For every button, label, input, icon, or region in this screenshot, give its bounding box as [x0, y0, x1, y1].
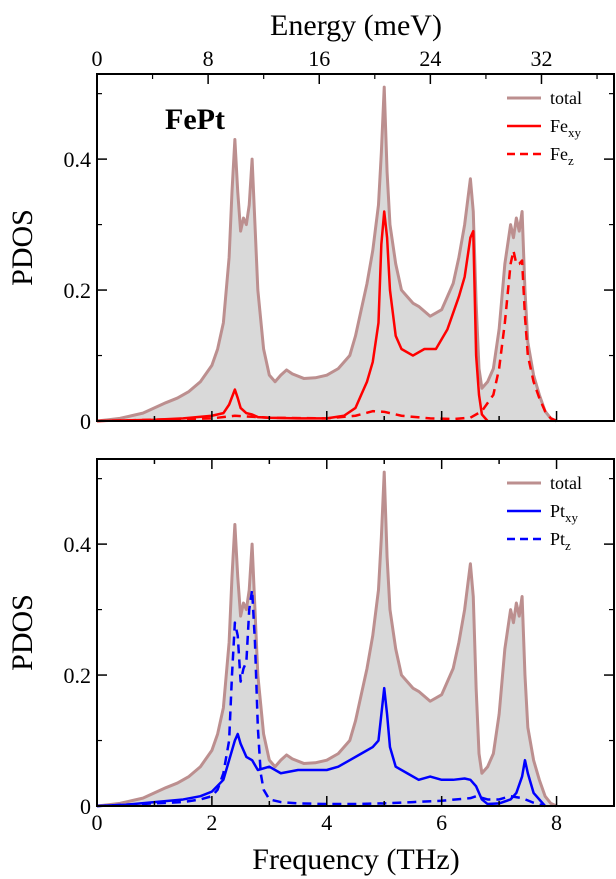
legend-label-fe-xy: Fexy: [550, 116, 582, 140]
legend-subscript: xy: [565, 510, 579, 525]
total-dos-fill: [97, 472, 557, 806]
x-tick-label: 8: [551, 810, 562, 835]
x-axis-title: Frequency (THz): [252, 843, 459, 876]
series-line-total: [96, 470, 558, 808]
series-line-pt-xy: [96, 686, 547, 808]
series-line-fe-xy: [96, 210, 489, 423]
legend-label-pt-z: Ptz: [550, 529, 571, 553]
panel-label-fept: FePt: [165, 103, 225, 136]
pt-panel-legend: total Ptxy Ptz: [507, 473, 582, 553]
legend-subscript: z: [568, 153, 574, 168]
legend-label-pt-xy: Ptxy: [550, 501, 579, 525]
y-tick-label: 0: [80, 409, 91, 434]
y-tick-label: 0: [80, 794, 91, 819]
series-line-pt-z: [96, 588, 546, 808]
legend-subscript: z: [565, 538, 571, 553]
x-tick-label: 2: [206, 810, 217, 835]
series-line-fe-z: [96, 249, 558, 423]
legend-label-fe-z: Fez: [550, 144, 574, 168]
fe-panel-frame: [96, 73, 615, 422]
x-tick-label: 4: [321, 810, 332, 835]
top-tick-label: 16: [308, 46, 330, 71]
fe-panel: 0 0.2 0.4 0 8 16 24 32 FePt PDOS total Fexy Fez: [6, 46, 615, 434]
y-tick-label: 0.4: [64, 532, 92, 557]
fe-panel-y-axis-title: PDOS: [6, 209, 39, 286]
total-fill-area: [97, 472, 557, 806]
x-tick-label: 6: [436, 810, 447, 835]
top-axis-title: Energy (meV): [270, 9, 442, 42]
x-tick-label: 0: [92, 810, 103, 835]
y-tick-label: 0.2: [64, 278, 92, 303]
legend-label-total: total: [550, 473, 582, 493]
pt-panel-frame: [96, 458, 615, 807]
y-tick-label: 0.2: [64, 663, 92, 688]
total-dos-fill: [97, 87, 557, 422]
top-tick-label: 0: [92, 46, 103, 71]
legend-label-total: total: [550, 88, 582, 108]
legend-subscript: xy: [568, 125, 582, 140]
series-line-total: [96, 85, 558, 423]
pt-panel-y-axis-title: PDOS: [6, 594, 39, 671]
top-tick-label: 32: [530, 46, 552, 71]
pt-panel: 0 0.2 0.4 0 2 4 6 8 PDOS total Ptxy Ptz: [6, 458, 615, 835]
total-fill-area: [97, 87, 557, 422]
fe-panel-legend: total Fexy Fez: [507, 88, 582, 168]
top-tick-label: 8: [203, 46, 214, 71]
y-tick-label: 0.4: [64, 147, 92, 172]
top-tick-label: 24: [419, 46, 441, 71]
